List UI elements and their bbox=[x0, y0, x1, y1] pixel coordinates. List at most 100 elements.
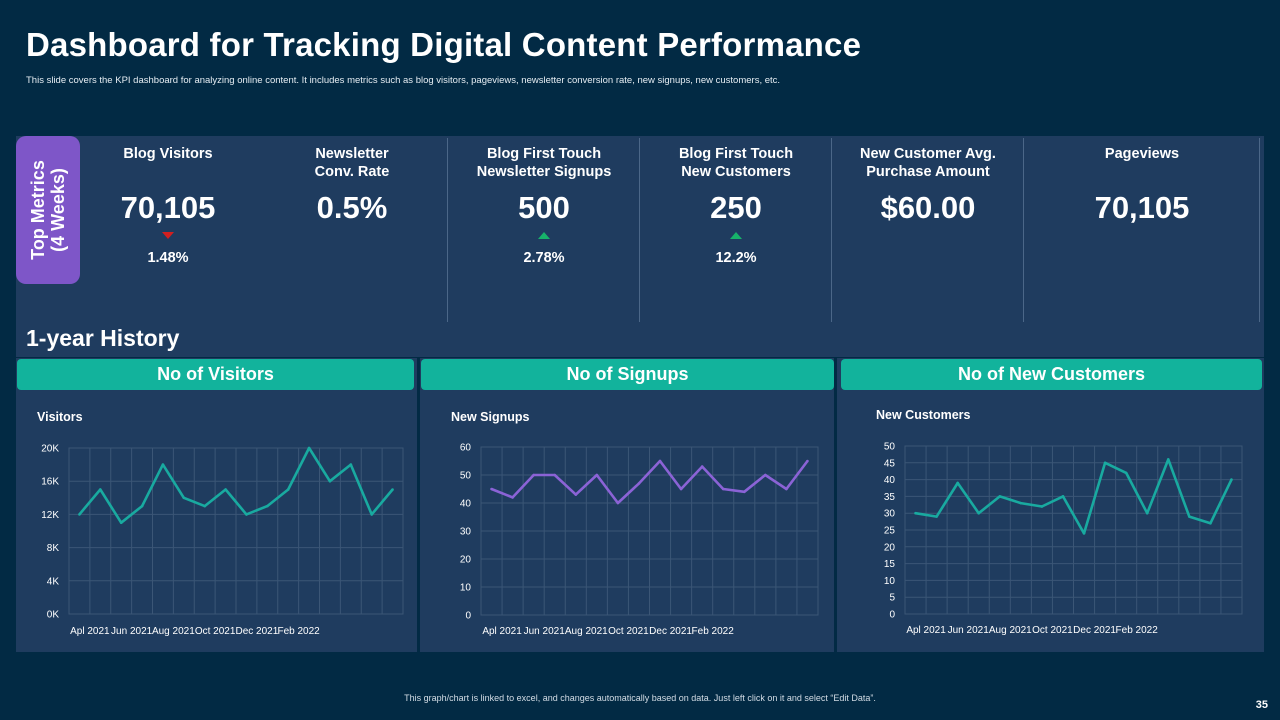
y-tick-label: 5 bbox=[889, 593, 895, 604]
kpi-label: Newsletter Conv. Rate bbox=[314, 146, 390, 180]
x-tick-label: Jun 2021 bbox=[948, 625, 990, 636]
customers-chart-panel bbox=[837, 358, 1264, 652]
signups-data-point bbox=[637, 482, 641, 485]
visitors-data-point bbox=[224, 488, 227, 491]
signups-data-point bbox=[742, 490, 746, 494]
x-tick-label: Oct 2021 bbox=[1032, 625, 1073, 636]
kpi-panel: Top Metrics (4 Weeks) Blog Visitors 70,10… bbox=[16, 136, 1264, 357]
signups-chart-panel bbox=[420, 358, 834, 652]
kpi-card-new-customers: Blog First Touch New Customers 250 12.2% bbox=[640, 136, 832, 322]
customers-data-point bbox=[1082, 532, 1086, 535]
signups-data-point bbox=[574, 493, 578, 496]
visitors-chart-title: Visitors bbox=[37, 410, 83, 424]
x-tick-label: Feb 2022 bbox=[277, 626, 320, 637]
y-tick-label: 0K bbox=[47, 610, 60, 621]
customers-data-point bbox=[1103, 461, 1107, 465]
visitors-data-point bbox=[370, 513, 373, 516]
customers-data-point bbox=[1040, 505, 1044, 508]
y-tick-label: 0 bbox=[889, 610, 895, 621]
x-tick-label: Dec 2021 bbox=[649, 626, 692, 637]
customers-data-point bbox=[956, 481, 959, 485]
kpi-label: Pageviews bbox=[1104, 146, 1180, 162]
visitors-data-point bbox=[203, 504, 206, 508]
customers-data-point bbox=[1145, 511, 1149, 515]
signups-chart: New Signups 0 10 20 30 40 50 60 Apl 2021 Jun 2021… bbox=[451, 410, 819, 637]
page-title: Dashboard for Tracking Digital Content P… bbox=[26, 26, 862, 63]
y-tick-label: 50 bbox=[884, 442, 896, 453]
customers-series-line bbox=[915, 458, 1233, 535]
signups-data-point bbox=[721, 487, 725, 491]
signups-chart-title: New Signups bbox=[451, 410, 530, 424]
signups-data-point bbox=[532, 473, 535, 477]
kpi-value: 250 bbox=[710, 190, 762, 225]
x-tick-label: Aug 2021 bbox=[565, 626, 608, 637]
visitors-chart-header: No of Visitors bbox=[17, 359, 414, 390]
y-tick-label: 30 bbox=[884, 509, 896, 520]
kpi-change: 2.78% bbox=[523, 250, 565, 266]
visitors-data-point bbox=[99, 488, 102, 491]
signups-chart-header: No of Signups bbox=[421, 359, 834, 390]
x-tick-label: Dec 2021 bbox=[1073, 625, 1116, 636]
kpi-change: 12.2% bbox=[715, 250, 757, 266]
footer-note: This graph/chart is linked to excel, and… bbox=[404, 693, 876, 703]
x-tick-label: Apl 2021 bbox=[482, 626, 522, 637]
kpi-card-pageviews: Pageviews 70,105 bbox=[1024, 136, 1260, 322]
signups-data-point bbox=[616, 501, 620, 505]
visitors-chart: Visitors 0K 4K 8K 12K 16K 20K Apl 2021 Jun 2021 A… bbox=[37, 410, 404, 637]
kpi-value: $60.00 bbox=[880, 190, 976, 225]
x-tick-label: Feb 2022 bbox=[692, 626, 735, 637]
signups-data-point bbox=[553, 473, 557, 477]
visitors-data-point bbox=[245, 513, 248, 516]
signups-data-point bbox=[511, 496, 514, 499]
customers-data-point bbox=[1061, 495, 1065, 498]
x-tick-label: Dec 2021 bbox=[235, 626, 278, 637]
customers-data-point bbox=[1188, 515, 1191, 518]
visitors-data-point bbox=[182, 496, 186, 500]
x-tick-label: Oct 2021 bbox=[195, 626, 236, 637]
y-tick-label: 20K bbox=[41, 444, 59, 455]
y-tick-label: 10 bbox=[884, 576, 896, 587]
kpi-label: Blog First Touch New Customers bbox=[678, 146, 794, 180]
signups-data-point bbox=[490, 487, 493, 491]
y-tick-label: 8K bbox=[47, 543, 60, 554]
customers-chart-header: No of New Customers bbox=[841, 359, 1262, 390]
x-tick-label: Jun 2021 bbox=[111, 626, 153, 637]
visitors-data-point bbox=[161, 463, 165, 466]
customers-data-point bbox=[914, 511, 917, 515]
signups-data-point bbox=[679, 487, 683, 491]
visitors-series-line bbox=[78, 446, 394, 525]
kpi-card-blog-visitors: Blog Visitors 70,105 1.48% bbox=[80, 136, 256, 322]
visitors-data-point bbox=[307, 446, 311, 450]
trend-down-icon bbox=[162, 232, 174, 239]
kpi-label: New Customer Avg. Purchase Amount bbox=[860, 146, 996, 180]
y-tick-label: 25 bbox=[884, 526, 896, 537]
signups-data-point bbox=[595, 473, 599, 477]
trend-up-icon bbox=[730, 232, 742, 239]
y-tick-label: 60 bbox=[460, 443, 472, 454]
customers-data-point bbox=[935, 515, 938, 518]
y-tick-label: 35 bbox=[884, 492, 896, 503]
y-tick-label: 45 bbox=[884, 458, 896, 469]
y-tick-label: 50 bbox=[460, 471, 472, 482]
visitors-data-point bbox=[328, 479, 332, 483]
signups-data-point bbox=[785, 487, 788, 491]
x-tick-label: Aug 2021 bbox=[152, 626, 195, 637]
customers-data-point bbox=[1209, 521, 1212, 525]
x-tick-label: Apl 2021 bbox=[906, 625, 946, 636]
kpi-card-newsletter-conv-rate: Newsletter Conv. Rate 0.5% bbox=[256, 136, 448, 322]
trend-up-icon bbox=[538, 232, 550, 239]
visitors-data-point bbox=[266, 504, 269, 508]
customers-data-point bbox=[1019, 501, 1023, 505]
page-number: 35 bbox=[1255, 699, 1268, 711]
x-tick-label: Aug 2021 bbox=[989, 625, 1032, 636]
y-tick-label: 20 bbox=[460, 555, 472, 566]
customers-data-point bbox=[1124, 471, 1128, 475]
kpi-value: 0.5% bbox=[316, 190, 388, 225]
history-title: 1-year History bbox=[26, 325, 180, 351]
y-tick-label: 20 bbox=[884, 542, 896, 553]
customers-chart: New Customers 0 5 10 15 20 25 30 35 40 45 50 Apl 202… bbox=[876, 408, 1243, 636]
kpi-change: 1.48% bbox=[147, 250, 189, 266]
y-tick-label: 40 bbox=[460, 499, 472, 510]
signups-data-point bbox=[658, 459, 662, 463]
